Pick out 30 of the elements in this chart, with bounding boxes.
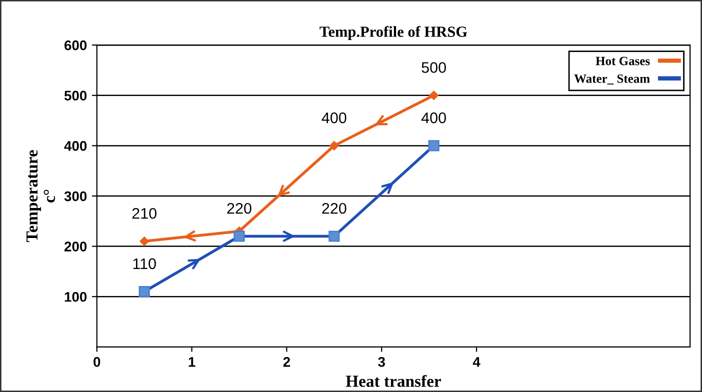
y-tick-label: 200 [64,242,87,252]
x-tick-label: 1 [188,357,196,367]
x-tick-label: 0 [94,357,100,367]
point [234,230,245,242]
x-tick-label: 4 [472,357,480,367]
x-axis-title: Heat transfer [346,374,442,387]
y-axis-title: Temperature c° [26,150,56,242]
point [140,236,149,246]
data-label: 220 [227,202,252,214]
y-tick-label: 600 [64,40,87,50]
point [138,286,150,298]
data-label: 210 [132,208,156,219]
point [328,230,340,242]
x-tick-label: 3 [378,357,385,367]
point [428,140,440,152]
point [330,141,339,150]
x-tick-label: 2 [283,357,290,367]
data-label: 500 [422,62,446,73]
data-label: 110 [133,258,156,270]
y-tick-label: 300 [64,191,87,202]
chart-title: Temp.Profile of HRSG [320,26,468,40]
legend-label: Water_ Steam [574,74,650,84]
y-tick-label: 100 [64,292,87,302]
legend-label: Hot Gases [596,56,650,66]
data-label: 400 [421,112,446,124]
data-label: 220 [322,202,346,214]
y-tick-label: 400 [64,141,87,151]
y-tick-label: 500 [64,90,87,101]
data-label: 400 [322,112,346,124]
point [429,90,438,100]
